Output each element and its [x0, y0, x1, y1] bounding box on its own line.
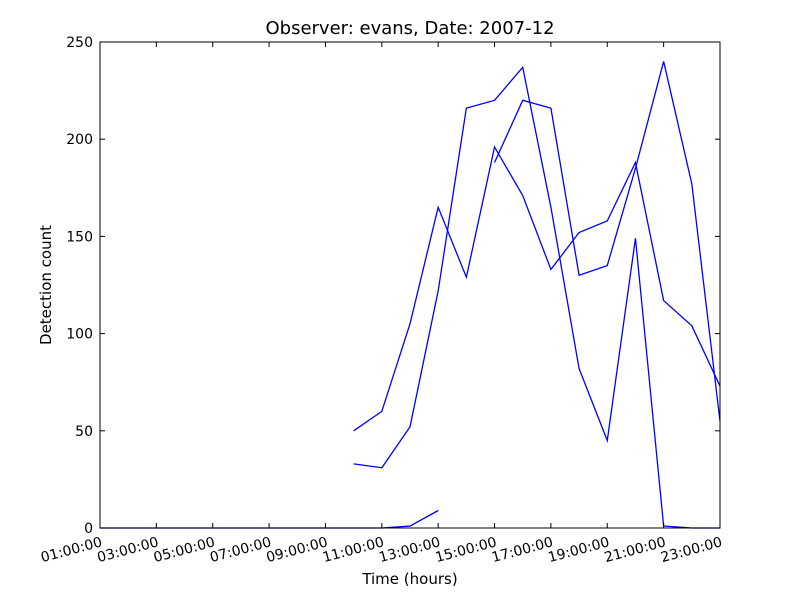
y-tick-label: 250 — [66, 35, 93, 51]
y-tick-label: 50 — [75, 424, 93, 440]
y-axis-label: Detection count — [37, 225, 55, 345]
y-tick-label: 200 — [66, 132, 93, 148]
y-tick-label: 100 — [66, 327, 93, 343]
y-tick-label: 150 — [66, 229, 93, 245]
chart-title: Observer: evans, Date: 2007-12 — [265, 18, 554, 39]
x-axis-label: Time (hours) — [361, 570, 457, 588]
series-line-3 — [353, 65, 720, 529]
y-tick-label: 0 — [84, 521, 93, 537]
plot-frame — [99, 41, 721, 529]
series-line-4 — [493, 61, 721, 422]
series-line-2 — [353, 145, 721, 432]
